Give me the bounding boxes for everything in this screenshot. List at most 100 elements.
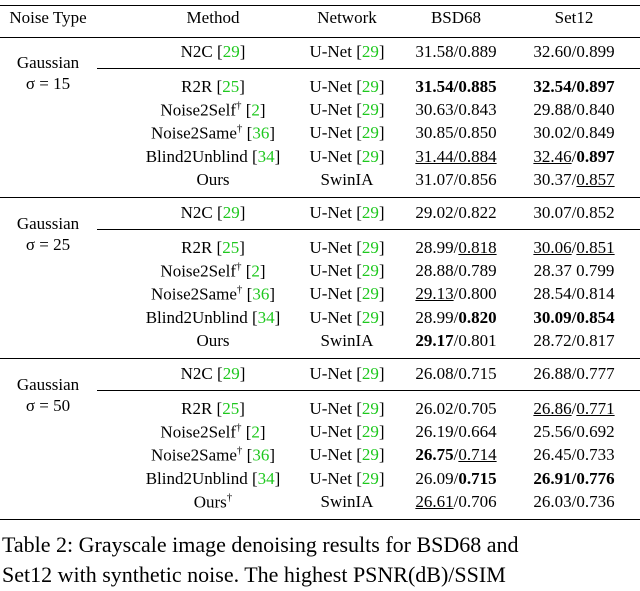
score: /0.800 [453, 284, 497, 304]
score: 30.09/0.854 [533, 307, 615, 327]
score: /0.706 [453, 491, 497, 511]
cite-bracket: [ [251, 307, 258, 327]
network-cell: U-Net [29] [309, 261, 384, 281]
cite-bracket: ] [378, 284, 385, 304]
method: Noise2Same [150, 123, 237, 143]
method: Blind2Unblind [145, 307, 248, 327]
network-cell: U-Net [29] [309, 308, 384, 328]
network: U-Net [309, 468, 352, 488]
score-cell: 31.58/0.889 [415, 42, 496, 62]
network-cell: U-Net [29] [309, 42, 384, 62]
citation: 29 [361, 77, 379, 96]
cite-bracket: [ [246, 445, 253, 465]
network-cell: U-Net [29] [309, 469, 384, 489]
citation: 29 [361, 445, 379, 465]
cite-bracket: ] [259, 261, 266, 281]
cite-bracket: [ [356, 238, 362, 257]
score: 28.99/ [415, 238, 459, 257]
cite-bracket: ] [378, 307, 385, 327]
score: / [571, 238, 577, 257]
citation: 29 [222, 364, 240, 383]
network-cell: SwinIA [321, 492, 374, 512]
score: 28.37 0.799 [533, 261, 615, 281]
citation: 34 [257, 146, 275, 166]
score-cell: 31.44/0.884 [415, 147, 496, 167]
method-cell: Noise2Self† [2] [160, 261, 265, 282]
rule [0, 358, 640, 359]
dagger: † [235, 421, 242, 434]
score-cell: 28.72/0.817 [533, 331, 614, 351]
cite-bracket: ] [239, 77, 245, 96]
score-cell: 26.08/0.715 [415, 364, 496, 384]
rule [97, 68, 640, 69]
cite-bracket: [ [356, 422, 362, 442]
score-cell: 26.02/0.705 [415, 399, 496, 419]
cite-bracket: ] [378, 445, 385, 465]
cite-bracket: ] [378, 261, 385, 281]
score: 0.897 [576, 146, 615, 166]
score-cell: 26.61/0.706 [415, 492, 496, 512]
method: R2R [181, 238, 213, 257]
score-cell: 25.56/0.692 [533, 422, 614, 442]
method: N2C [180, 203, 213, 222]
cite-bracket: [ [246, 284, 253, 304]
method-cell: Noise2Same† [36] [151, 123, 275, 144]
network: U-Net [309, 238, 352, 257]
score-cell: 29.17/0.801 [415, 331, 496, 351]
method-cell: Noise2Same† [36] [151, 445, 275, 466]
method-cell: N2C [29] [181, 203, 246, 223]
score-cell: 28.88/0.789 [415, 261, 496, 281]
score: / [571, 399, 577, 418]
score: 0.714 [458, 445, 497, 465]
noise-type: Gaussian [16, 214, 80, 233]
noise-type: Gaussian [16, 375, 80, 394]
network: U-Net [309, 42, 352, 61]
rule [97, 390, 640, 391]
score-cell: 32.60/0.899 [533, 42, 614, 62]
score: 26.08/0.715 [415, 364, 497, 383]
score-cell: 30.09/0.854 [533, 308, 614, 328]
score: 0.771 [576, 399, 615, 418]
score-cell: 30.06/0.851 [533, 238, 614, 258]
cite-bracket: ] [378, 468, 385, 488]
cite-bracket: [ [356, 123, 362, 143]
network: U-Net [309, 445, 352, 465]
cite-bracket: ] [239, 203, 246, 222]
cite-bracket: [ [245, 422, 252, 442]
cite-bracket: [ [356, 399, 362, 418]
score: 28.54/0.814 [533, 284, 615, 304]
score-cell: 29.02/0.822 [415, 203, 496, 223]
network-cell: U-Net [29] [309, 77, 384, 97]
score: 26.75 [415, 445, 454, 465]
noise-type: σ = 15 [25, 74, 71, 93]
cite-bracket: ] [378, 42, 385, 61]
score-cell: 26.91/0.776 [533, 469, 614, 489]
citation: 36 [252, 284, 270, 304]
cite-bracket: [ [217, 203, 223, 222]
score: 30.02/0.849 [533, 123, 615, 143]
network-cell: U-Net [29] [309, 422, 384, 442]
score: 30.85/0.850 [415, 123, 497, 143]
score: 32.54/0.897 [533, 77, 615, 96]
method-cell: Blind2Unblind [34] [146, 469, 281, 489]
method: Ours [196, 169, 230, 189]
network: U-Net [309, 77, 352, 96]
method-cell: Noise2Same† [36] [151, 284, 275, 305]
cite-bracket: [ [246, 123, 253, 143]
citation: 2 [251, 261, 260, 281]
method-cell: R2R [25] [181, 238, 245, 258]
score: 31.07/0.856 [415, 169, 497, 189]
cite-bracket: [ [245, 261, 252, 281]
citation: 29 [361, 238, 379, 257]
cite-bracket: ] [269, 123, 276, 143]
network: U-Net [309, 123, 352, 143]
score-cell: 28.99/0.820 [415, 308, 496, 328]
cite-bracket: [ [356, 146, 362, 166]
column-header: Set12 [554, 8, 594, 27]
score: 0.857 [576, 169, 615, 189]
cite-bracket: ] [274, 307, 281, 327]
method: Ours [193, 492, 227, 512]
citation: 29 [361, 203, 379, 222]
citation: 29 [361, 261, 379, 281]
cite-bracket: ] [259, 100, 266, 120]
